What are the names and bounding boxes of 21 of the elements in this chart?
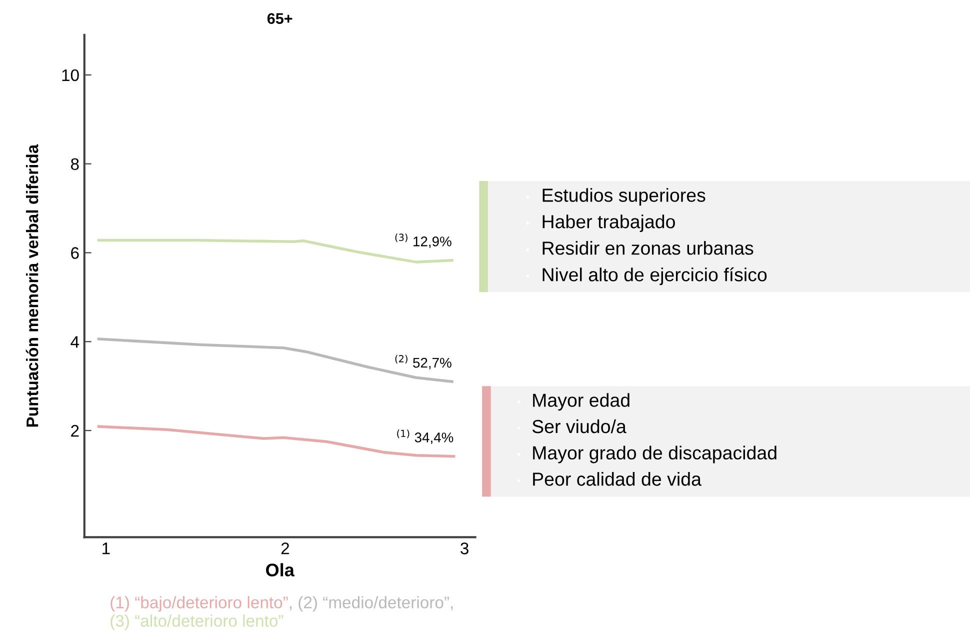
y-tick-label: 4 xyxy=(70,336,80,348)
text: (1) “bajo/deterioro lento”, xyxy=(110,596,292,612)
text: (3) “alto/deterioro lento” xyxy=(110,614,284,630)
y-axis-title: Puntuación memoria verbal diferida xyxy=(26,144,38,427)
y-tick-label: 8 xyxy=(70,158,79,170)
x-tick-label: 1 xyxy=(102,542,110,554)
annotation: $^{(2)}$ 52,7% xyxy=(395,354,452,370)
x-tick-label: 3 xyxy=(460,542,468,554)
y-tick-label: 10 xyxy=(62,69,79,82)
line-series xyxy=(97,338,454,384)
x-axis-title: Ola xyxy=(266,563,295,576)
annotation: $^{(1)}$ 34,4% xyxy=(397,430,454,444)
x-tick-label: 2 xyxy=(281,542,290,554)
text: (2) “medio/deterioro”, xyxy=(298,596,453,612)
y-tick-label: 6 xyxy=(71,247,79,259)
chart-title: 65+ xyxy=(267,13,292,24)
y-tick-label: 2 xyxy=(71,424,79,437)
annotation: $^{(3)}$ 12,9% xyxy=(395,234,452,248)
line-series xyxy=(97,425,456,458)
text: Estudios superiores Haber trabajado Residir en zonas urbanas Nivel alto de ejercicio físico xyxy=(542,188,767,286)
text: Mayor edad Ser viudo/a Mayor grado de discapacidad Peor calidad de vida xyxy=(532,393,776,486)
